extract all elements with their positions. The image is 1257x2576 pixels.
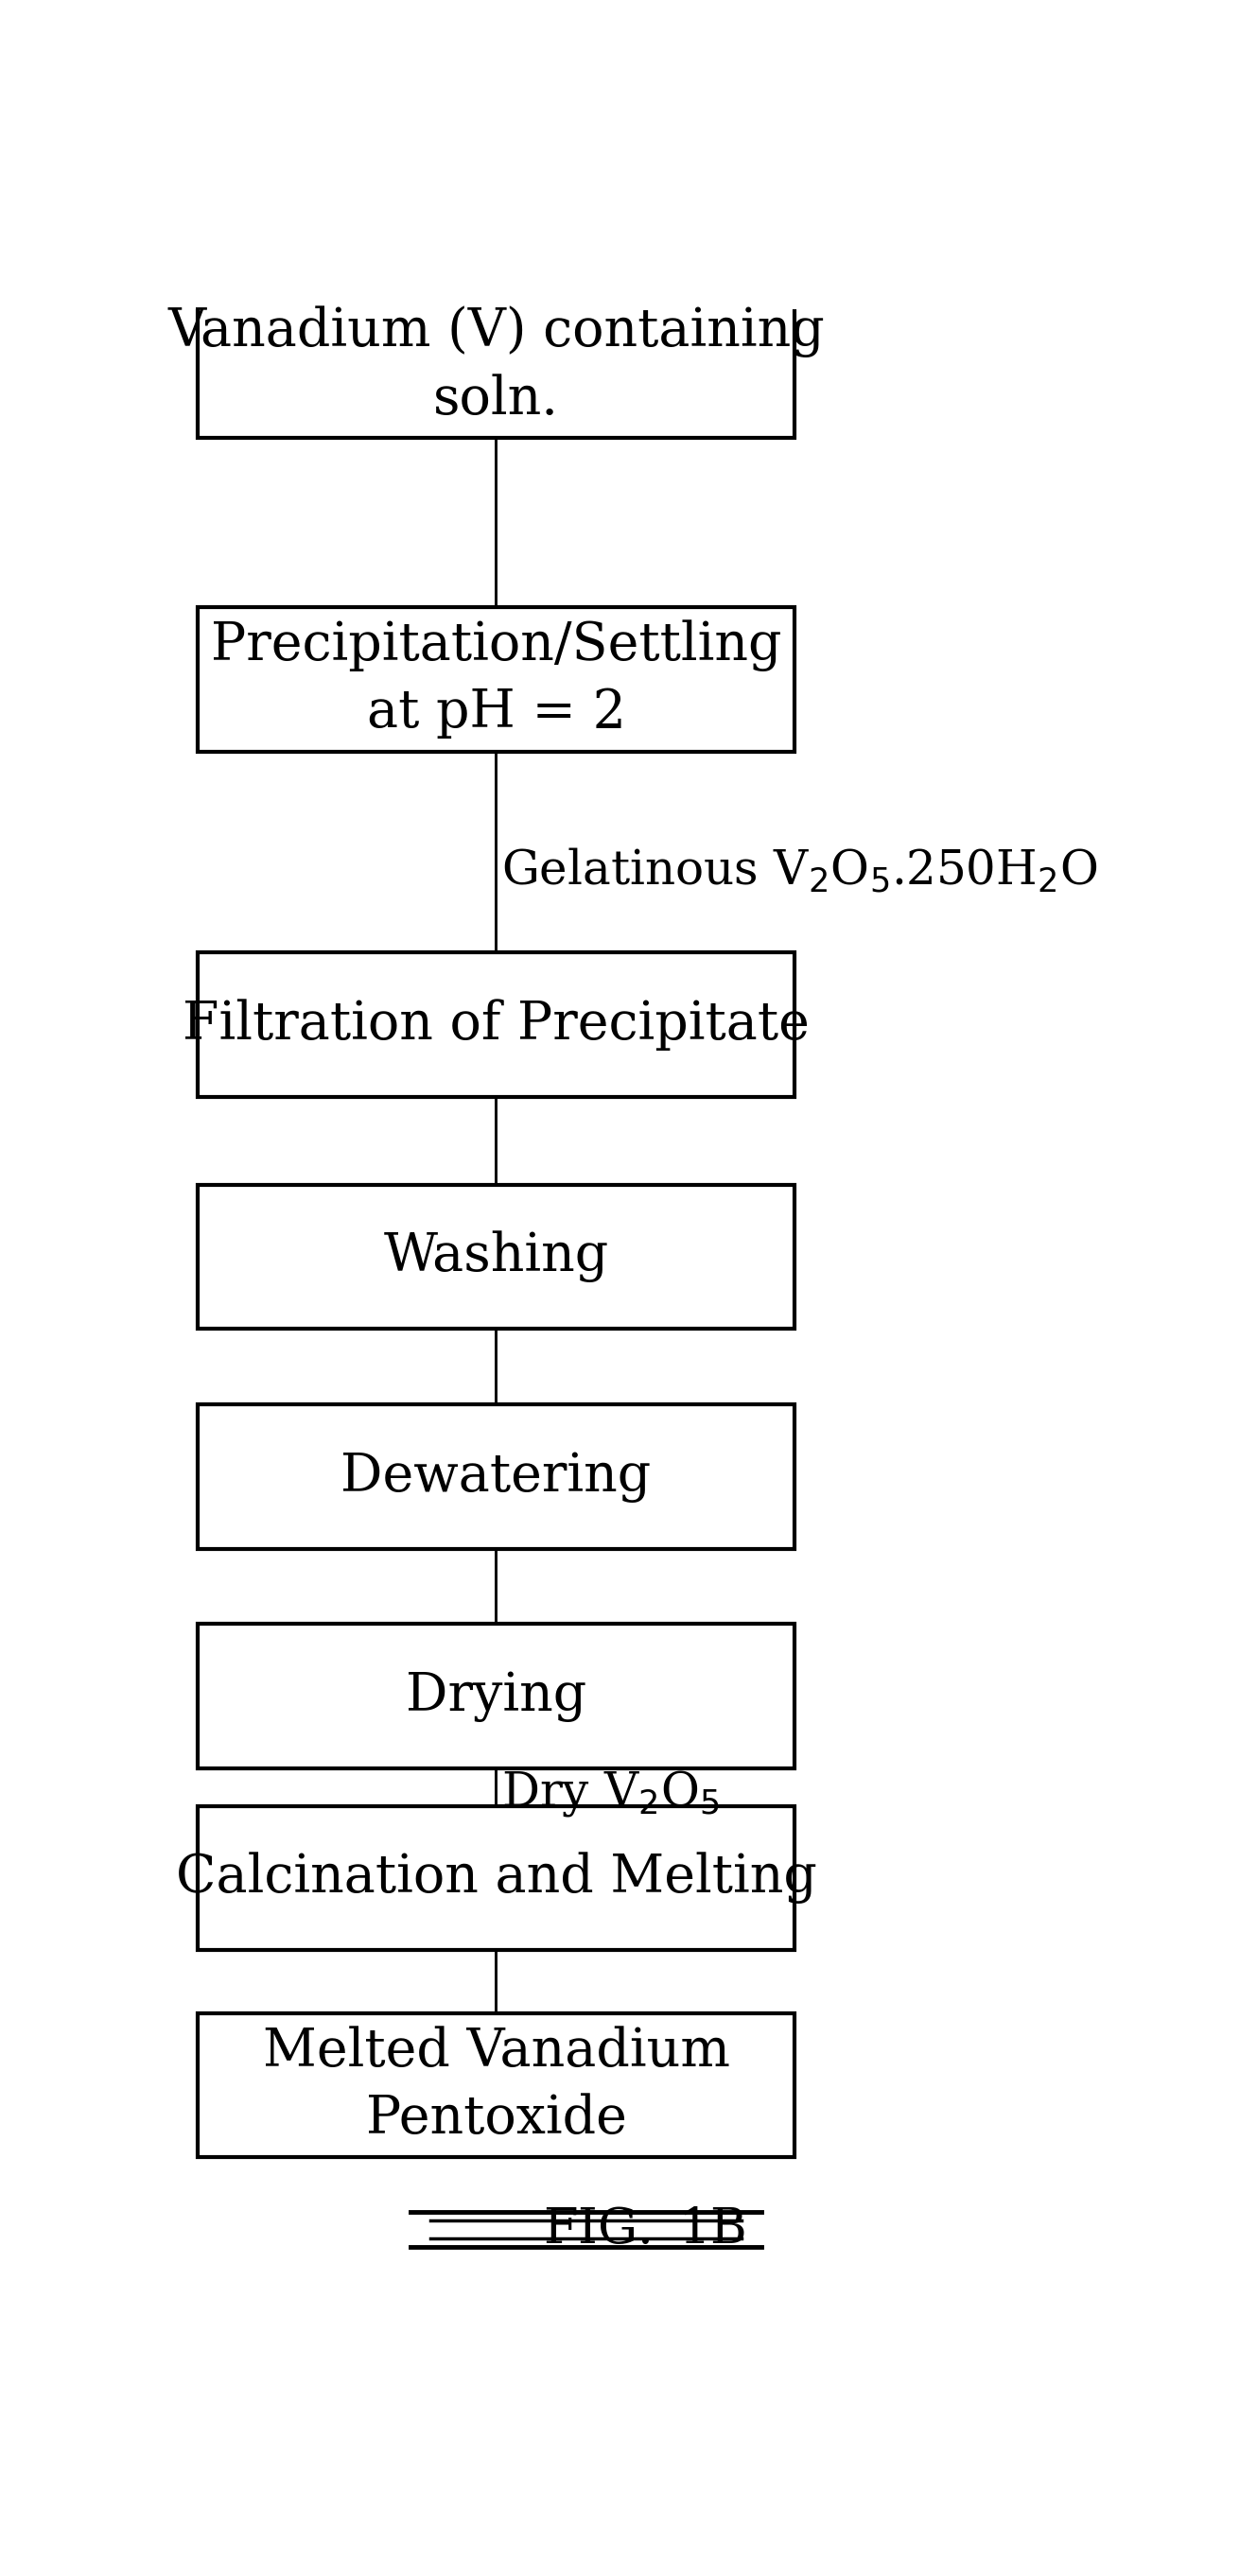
Text: Washing: Washing xyxy=(383,1231,608,1283)
Bar xyxy=(197,294,794,438)
Text: Dewatering: Dewatering xyxy=(341,1450,651,1502)
Bar xyxy=(197,1404,794,1548)
Bar xyxy=(197,953,794,1097)
Text: Dry V$_2$O$_5$: Dry V$_2$O$_5$ xyxy=(502,1767,720,1819)
Bar xyxy=(197,1185,794,1329)
Text: Precipitation/Settling
at pH = 2: Precipitation/Settling at pH = 2 xyxy=(211,618,782,739)
Text: Calcination and Melting: Calcination and Melting xyxy=(176,1852,817,1904)
Text: Drying: Drying xyxy=(406,1669,587,1721)
Bar xyxy=(197,1806,794,1950)
Text: Vanadium (V) containing
soln.: Vanadium (V) containing soln. xyxy=(167,307,825,425)
Bar xyxy=(197,1623,794,1767)
Text: $\mathregular{FIG}$$\mathregular{.}$ $\mathregular{1B}$: $\mathregular{FIG}$$\mathregular{.}$ $\m… xyxy=(543,2205,745,2254)
Bar xyxy=(197,2012,794,2159)
Bar xyxy=(197,608,794,752)
Text: Filtration of Precipitate: Filtration of Precipitate xyxy=(182,999,810,1051)
Text: Melted Vanadium
Pentoxide: Melted Vanadium Pentoxide xyxy=(263,2025,730,2146)
Text: Gelatinous V$_2$O$_5$.250H$_2$O: Gelatinous V$_2$O$_5$.250H$_2$O xyxy=(502,848,1099,894)
